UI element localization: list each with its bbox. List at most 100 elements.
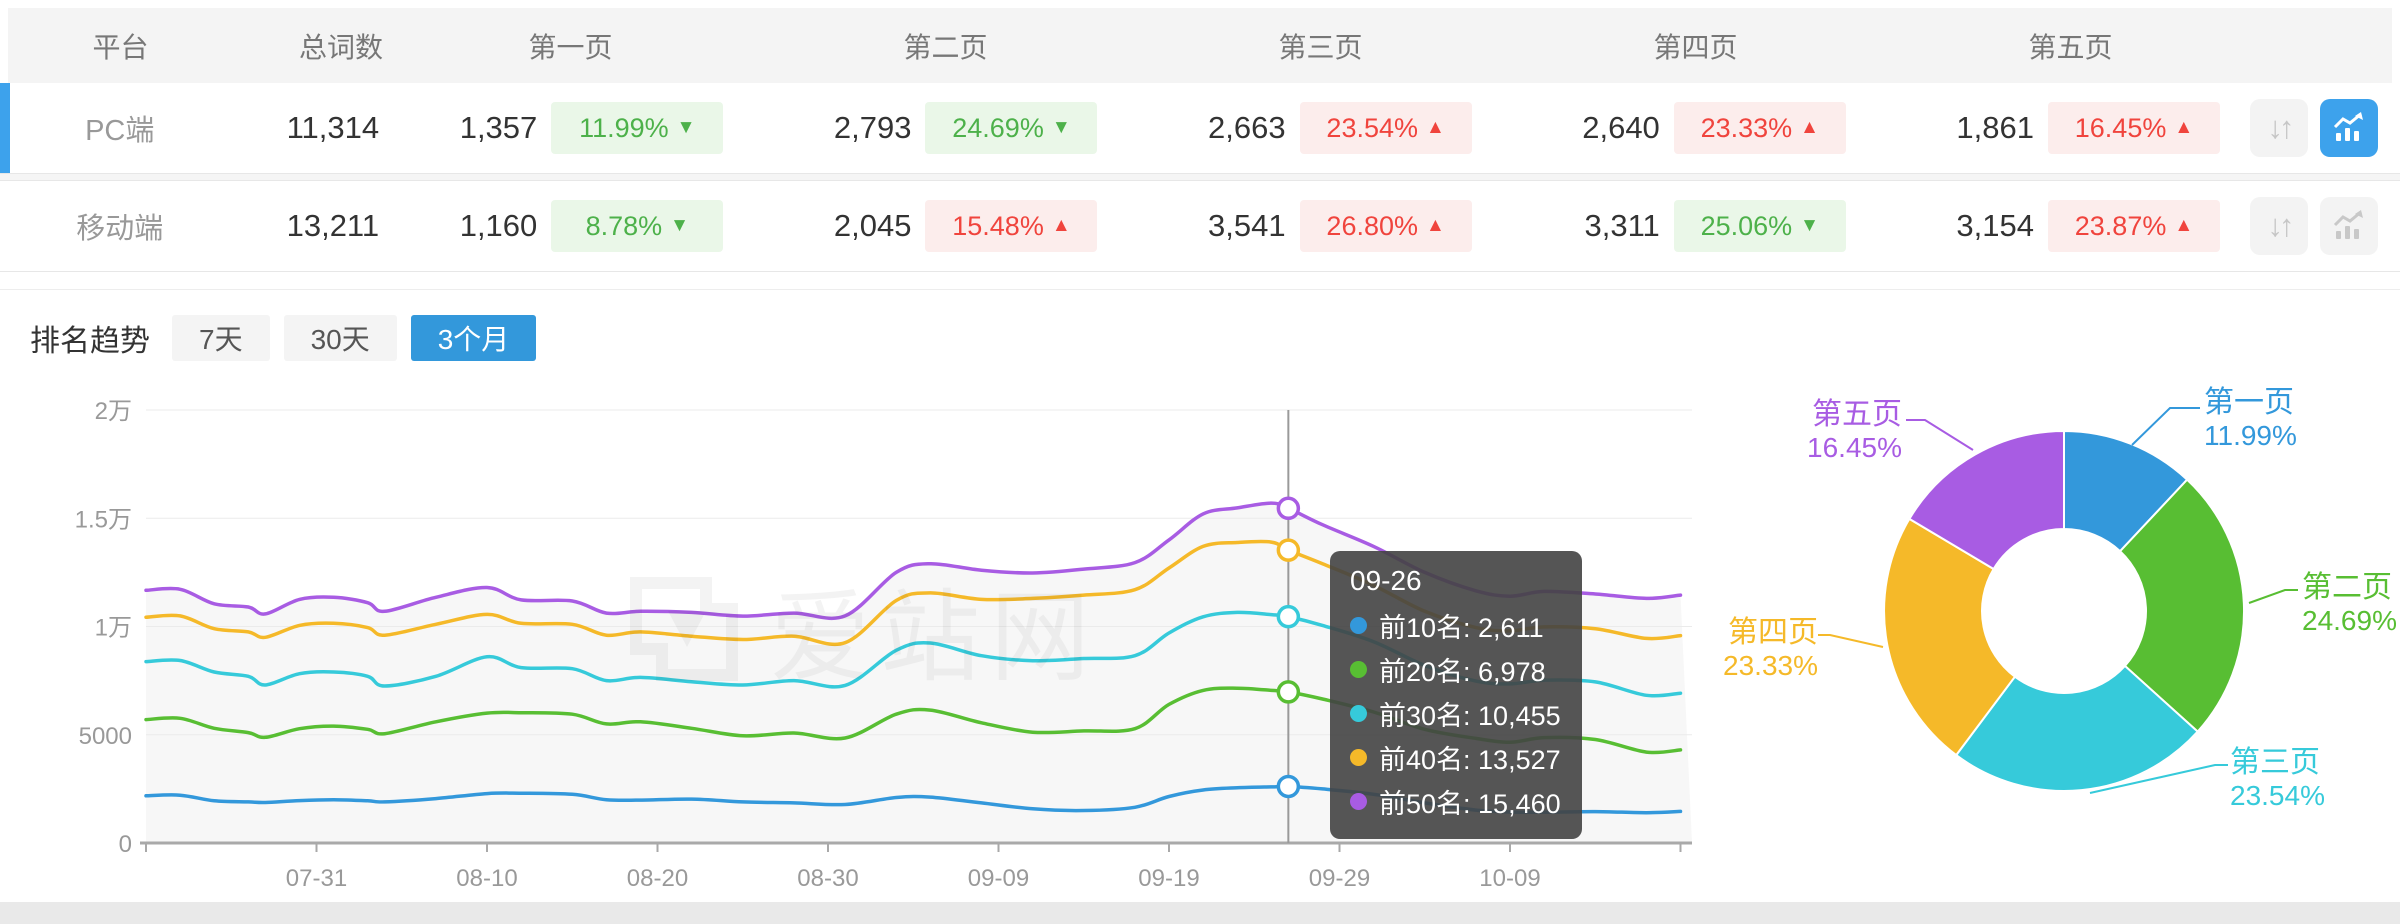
sort-button[interactable]: ↓↑ — [2249, 197, 2308, 255]
chart-tooltip: 09-26 前10名: 2,611 前20名: 6,978 前30名: 10,4… — [1330, 551, 1582, 839]
col-header-total-words: 总词数 — [298, 31, 383, 63]
svg-text:07-31: 07-31 — [286, 865, 347, 892]
series-dot-icon — [1350, 792, 1367, 810]
watermark-text: 爱站网 — [770, 582, 1100, 694]
page1-change-badge: 8.78% ▼ — [551, 200, 724, 252]
col-header-page1: 第一页 — [528, 31, 613, 63]
trend-toolbar: 排名趋势 7天 30天 3个月 — [30, 314, 2400, 362]
donut-slice[interactable] — [1908, 429, 2065, 571]
col-header-page2: 第二页 — [903, 31, 988, 63]
donut-slice[interactable] — [2118, 478, 2246, 734]
page2-change-badge: 15.48% ▲ — [925, 200, 1098, 252]
donut-slice[interactable] — [1954, 664, 2200, 792]
table-header-row: 平台 总词数 第一页 第二页 第三页 第四页 第五页 — [8, 8, 2392, 83]
page-background-strip — [0, 902, 2400, 924]
line-chart-icon — [2333, 210, 2363, 239]
tooltip-item: 前30名: 10,455 — [1350, 691, 1562, 735]
page3-count: 3,541 — [1208, 208, 1286, 243]
svg-text:2万: 2万 — [95, 398, 132, 425]
svg-text:1.5万: 1.5万 — [75, 506, 132, 533]
trend-chart-button[interactable] — [2319, 99, 2378, 157]
row-actions: ↓↑ — [2249, 197, 2400, 255]
page2-count: 2,793 — [833, 110, 912, 145]
tooltip-item: 前20名: 6,978 — [1350, 647, 1562, 691]
page4-cell: 3,311 25.06% ▼ — [1502, 200, 1876, 252]
page2-count: 2,045 — [833, 208, 912, 243]
tab-3-months[interactable]: 3个月 — [410, 315, 537, 361]
col-header-page3: 第三页 — [1278, 31, 1363, 63]
donut-label-page5: 第五页 16.45% — [1807, 398, 1902, 463]
page2-cell: 2,045 15.48% ▲ — [753, 200, 1127, 252]
page5-count: 3,154 — [1956, 208, 2034, 243]
tooltip-item: 前10名: 2,611 — [1350, 603, 1562, 647]
series-dot-icon — [1350, 704, 1367, 722]
page4-change-badge: 25.06% ▼ — [1673, 200, 1846, 252]
trend-arrow-icon: ▲ — [2174, 215, 2194, 236]
total-words-value: 11,314 — [286, 110, 380, 145]
svg-text:09-19: 09-19 — [1138, 865, 1199, 892]
page1-count: 1,160 — [459, 208, 538, 243]
trend-arrow-icon: ▼ — [676, 117, 696, 138]
svg-text:08-10: 08-10 — [456, 865, 517, 892]
page1-change-badge: 11.99% ▼ — [551, 102, 724, 154]
tab-7-days[interactable]: 7天 — [172, 315, 270, 361]
page3-change-badge: 26.80% ▲ — [1299, 200, 1472, 252]
page2-cell: 2,793 24.69% ▼ — [753, 102, 1127, 154]
svg-text:08-30: 08-30 — [797, 865, 858, 892]
table-row-mobile[interactable]: 移动端 13,211 1,160 8.78% ▼ 2,045 15.48% ▲ 3,… — [0, 181, 2400, 271]
col-header-platform: 平台 — [92, 31, 149, 63]
donut-leader-line — [2131, 407, 2200, 446]
trend-arrow-icon: ▲ — [1051, 215, 1071, 236]
svg-text:09-09: 09-09 — [968, 865, 1029, 892]
row-separator — [0, 173, 2400, 181]
charts-area: 0 5000 1万 1.5万 2万 07-31 08-10 08-20 08-30 09-09 09… — [0, 378, 2400, 902]
trend-arrow-icon: ▼ — [1051, 117, 1071, 138]
watermark: 爱站网 — [628, 556, 1100, 701]
tooltip-item: 前50名: 15,460 — [1350, 779, 1562, 823]
section-divider — [0, 289, 2400, 290]
sort-arrows-icon: ↓↑ — [2267, 208, 2294, 243]
trend-arrow-icon: ▲ — [1800, 117, 1819, 138]
svg-text:1万: 1万 — [95, 615, 132, 642]
page3-count: 2,663 — [1208, 110, 1286, 145]
page-distribution-donut-chart[interactable] — [1700, 380, 2400, 840]
line-chart-icon — [2333, 112, 2363, 141]
table-bottom-border — [0, 271, 2400, 272]
svg-text:0: 0 — [119, 831, 132, 858]
page3-cell: 2,663 23.54% ▲ — [1127, 102, 1501, 154]
trend-section-title: 排名趋势 — [30, 325, 150, 358]
page3-cell: 3,541 26.80% ▲ — [1127, 200, 1501, 252]
donut-label-page4: 第四页 23.33% — [1723, 616, 1818, 681]
platform-label: 移动端 — [76, 213, 164, 245]
tooltip-date: 09-26 — [1350, 565, 1422, 596]
row-actions: ↓↑ — [2249, 99, 2400, 157]
page5-cell: 1,861 16.45% ▲ — [1876, 102, 2250, 154]
donut-leader-line — [1818, 634, 1884, 648]
trend-arrow-icon: ▲ — [2174, 117, 2194, 138]
page5-count: 1,861 — [1956, 110, 2034, 145]
donut-label-page1: 第一页 11.99% — [2204, 386, 2297, 451]
seo-rank-dashboard: 平台 总词数 第一页 第二页 第三页 第四页 第五页 PC端 11,314 1,… — [0, 0, 2400, 902]
svg-text:10-09: 10-09 — [1479, 865, 1540, 892]
page4-count: 3,311 — [1584, 208, 1660, 243]
page5-change-badge: 16.45% ▲ — [2047, 102, 2220, 154]
trend-chart-button[interactable] — [2319, 197, 2378, 255]
table-row-pc[interactable]: PC端 11,314 1,357 11.99% ▼ 2,793 24.69% ▼ 2… — [0, 83, 2400, 173]
sort-button[interactable]: ↓↑ — [2249, 99, 2308, 157]
donut-slice[interactable] — [1883, 517, 2017, 757]
trend-arrow-icon: ▼ — [1800, 215, 1819, 236]
page1-count: 1,357 — [459, 110, 538, 145]
svg-text:08-20: 08-20 — [627, 865, 688, 892]
tab-30-days[interactable]: 30天 — [283, 315, 397, 361]
page4-count: 2,640 — [1582, 110, 1660, 145]
page4-change-badge: 23.33% ▲ — [1673, 102, 1846, 154]
series-dot-icon — [1350, 616, 1367, 634]
donut-leader-line — [2089, 764, 2228, 794]
total-words-value: 13,211 — [286, 208, 380, 243]
series-dot-icon — [1350, 748, 1367, 766]
page3-change-badge: 23.54% ▲ — [1299, 102, 1472, 154]
donut-label-page3: 第三页 23.54% — [2230, 746, 2325, 811]
platform-label: PC端 — [85, 115, 155, 147]
page5-cell: 3,154 23.87% ▲ — [1876, 200, 2250, 252]
svg-text:09-29: 09-29 — [1309, 865, 1370, 892]
